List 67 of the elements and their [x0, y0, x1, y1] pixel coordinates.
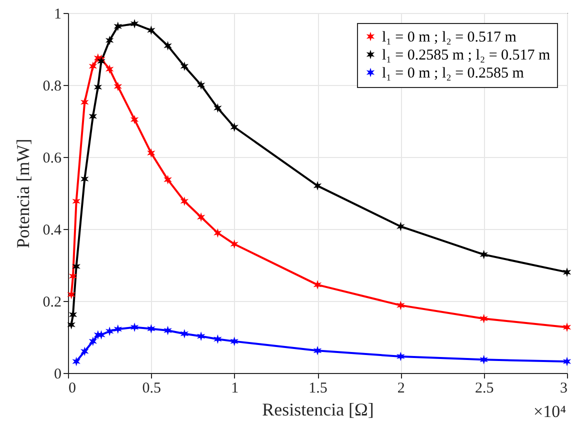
point	[480, 314, 488, 324]
point	[147, 148, 156, 158]
point	[105, 326, 114, 336]
text: ×10⁴	[533, 402, 566, 422]
point	[114, 324, 122, 334]
x-axis-title: Resistencia [Ω]	[262, 400, 374, 420]
legend-label: l₁ = 0 m ; l₂ = 0.517 m	[382, 30, 517, 46]
point	[72, 356, 80, 366]
legend-label: l₁ = 0.2585 m ; l₂ = 0.517 m	[382, 48, 551, 64]
x-tick-label: 1	[231, 380, 239, 396]
point	[230, 122, 238, 132]
x-tick-label: 1.5	[308, 380, 328, 396]
point	[114, 22, 122, 32]
point	[164, 174, 172, 184]
point	[105, 36, 114, 46]
point	[180, 62, 189, 72]
point	[313, 181, 322, 191]
y-axis-title: Potencia [mW]	[12, 138, 33, 248]
point	[230, 336, 238, 346]
point	[180, 329, 189, 339]
point	[164, 326, 172, 336]
x-tick-label: 2	[397, 380, 405, 396]
point	[67, 320, 76, 330]
y-tick-label: 0.2	[42, 294, 62, 310]
point	[313, 346, 322, 356]
y-tick-label: 0.8	[42, 78, 62, 94]
point	[562, 322, 572, 332]
point	[214, 103, 222, 113]
point	[130, 114, 139, 124]
point	[313, 280, 322, 290]
point	[396, 222, 405, 232]
x-tick-label: 2.5	[474, 380, 494, 396]
point	[396, 352, 405, 362]
point	[114, 82, 122, 92]
point	[396, 300, 405, 310]
point	[196, 212, 206, 222]
point	[480, 250, 488, 260]
point	[196, 332, 206, 342]
point	[67, 290, 76, 300]
point	[196, 80, 206, 90]
point	[88, 336, 98, 346]
point	[147, 26, 156, 36]
point	[80, 346, 89, 356]
point	[88, 112, 98, 122]
point	[562, 267, 572, 277]
point	[80, 174, 89, 184]
point	[130, 322, 139, 332]
point	[214, 228, 222, 238]
point	[480, 354, 488, 364]
y-tick-label: 1	[54, 6, 62, 22]
point	[105, 64, 114, 74]
x-tick-label: 0.5	[142, 380, 162, 396]
x-tick-label: 0	[68, 380, 76, 396]
point	[147, 324, 156, 334]
y-tick-label: 0	[54, 366, 62, 382]
point	[130, 19, 139, 29]
y-tick-label: 0.4	[42, 222, 62, 238]
point	[214, 334, 222, 344]
y-tick-label: 0.6	[42, 150, 62, 166]
x-tick-label: 3	[560, 380, 568, 396]
point	[164, 41, 172, 51]
point	[97, 330, 106, 340]
point	[88, 62, 98, 72]
point	[562, 356, 572, 366]
point	[180, 196, 189, 206]
point	[230, 239, 238, 249]
legend-label: l₁ = 0 m ; l₂ = 0.2585 m	[382, 66, 524, 82]
